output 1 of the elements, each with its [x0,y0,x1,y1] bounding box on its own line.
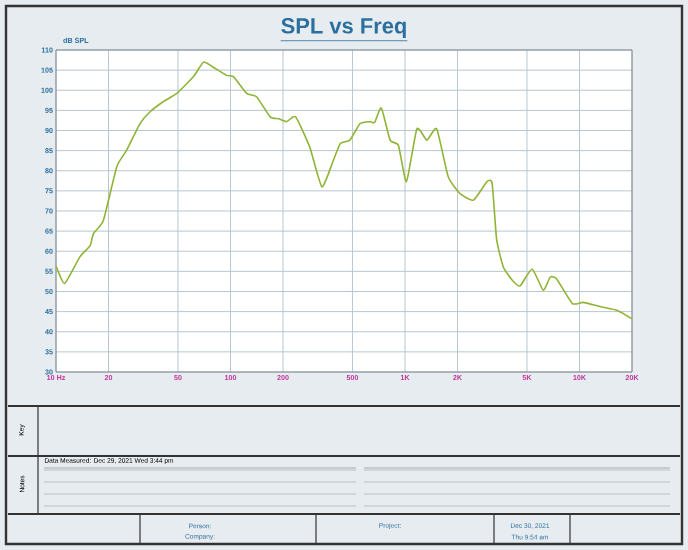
chart-title: SPL vs Freq [281,18,406,38]
